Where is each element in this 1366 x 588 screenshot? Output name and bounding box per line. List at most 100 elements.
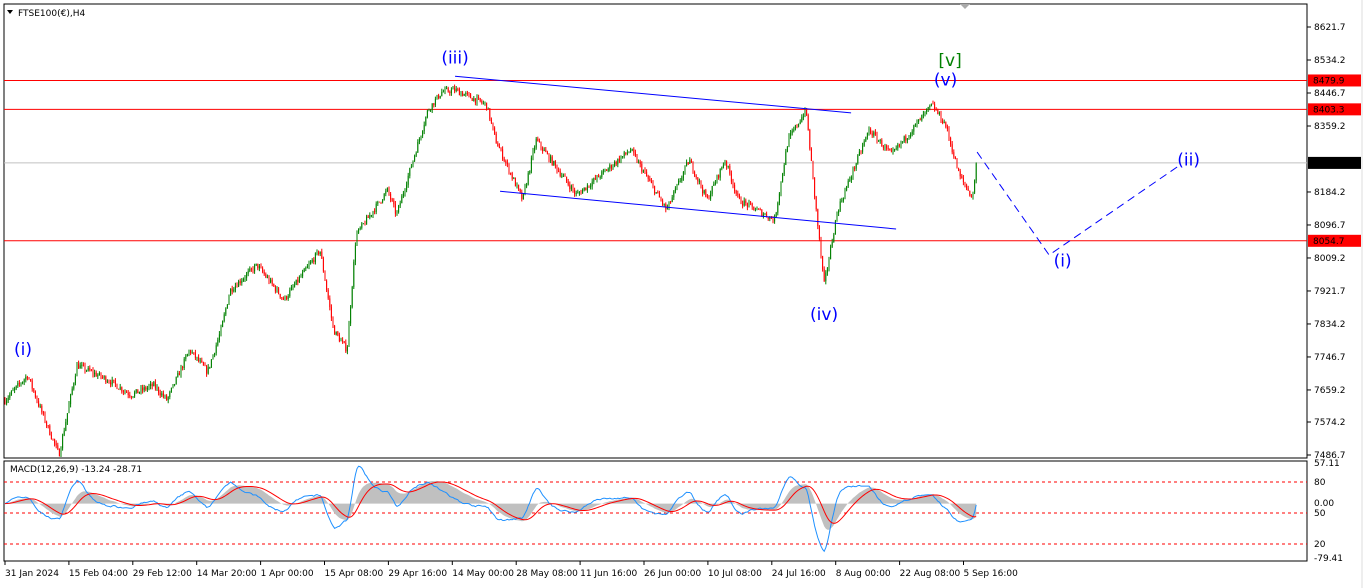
candle: [238, 281, 240, 287]
candle: [646, 171, 648, 177]
candle: [327, 289, 329, 299]
candle: [534, 147, 536, 151]
candle: [940, 112, 942, 121]
wave-label: (v): [934, 71, 957, 91]
candle: [570, 186, 572, 190]
candle: [444, 88, 446, 92]
candle: [950, 137, 952, 145]
candle: [98, 372, 100, 376]
candle: [748, 202, 750, 207]
candle: [505, 160, 507, 163]
candle: [466, 93, 468, 94]
dropdown-triangle-icon[interactable]: [7, 10, 13, 14]
candle: [777, 202, 779, 213]
candle: [697, 177, 699, 182]
candle: [281, 297, 283, 299]
candle: [490, 119, 492, 123]
candle: [177, 373, 179, 378]
x-tick-label: 1 Apr 00:00: [261, 569, 314, 579]
x-tick-label: 24 Jul 16:00: [772, 569, 826, 579]
y-tick-label: 8096.7: [1314, 221, 1346, 231]
chart-shift-marker-icon[interactable]: [960, 4, 970, 9]
candle: [692, 162, 694, 172]
candle: [430, 109, 432, 111]
current-price-label: 8261.3: [1313, 159, 1345, 169]
candle: [23, 379, 25, 382]
candle: [655, 192, 657, 194]
candle: [353, 261, 355, 287]
candle: [809, 130, 811, 149]
candle: [74, 376, 76, 384]
candle: [889, 148, 891, 151]
candle: [871, 133, 873, 136]
candle: [529, 170, 531, 174]
candle: [94, 372, 96, 375]
candle: [508, 164, 510, 173]
candle: [484, 102, 486, 104]
candle: [401, 196, 403, 204]
candle: [727, 166, 729, 167]
candle: [114, 380, 116, 385]
candle: [335, 331, 337, 335]
candle: [438, 95, 440, 99]
candle: [148, 385, 150, 388]
time-axis: 31 Jan 2024 15 Feb 04:00 29 Feb 12:00 14 Ma…: [4, 561, 1018, 579]
candle: [604, 170, 606, 171]
candle: [967, 188, 969, 191]
candle: [290, 287, 292, 291]
candle: [73, 383, 75, 389]
candle: [556, 165, 558, 171]
candle: [577, 192, 579, 194]
candle: [914, 124, 916, 126]
candle: [767, 217, 769, 220]
candle: [574, 189, 576, 194]
candle: [494, 127, 496, 134]
candle: [542, 147, 544, 151]
candle: [623, 152, 625, 157]
candle: [921, 115, 923, 121]
candle: [746, 202, 748, 207]
candle: [212, 355, 214, 360]
candle: [518, 184, 520, 189]
candle: [386, 187, 388, 192]
candle: [233, 289, 235, 292]
candle: [670, 201, 672, 203]
candle: [79, 365, 81, 369]
x-tick-label: 29 Apr 16:00: [388, 569, 447, 579]
candle: [521, 192, 523, 200]
candle: [572, 186, 574, 190]
candle: [764, 213, 766, 215]
y-tick-label: 8446.7: [1314, 89, 1346, 99]
candle: [260, 266, 262, 268]
candle: [185, 356, 187, 359]
candle: [742, 203, 744, 206]
x-tick-label: 11 Jun 16:00: [580, 569, 637, 579]
candle: [44, 413, 46, 422]
candle: [447, 88, 449, 92]
candle: [18, 383, 20, 384]
candle: [68, 404, 70, 414]
candle: [881, 140, 883, 147]
candle: [812, 161, 814, 178]
candle: [590, 186, 592, 188]
candle: [854, 168, 856, 170]
candle: [926, 109, 928, 112]
candle: [348, 323, 350, 347]
candle: [458, 89, 460, 96]
candle: [356, 232, 358, 246]
trendline: [500, 190, 897, 230]
candle: [122, 391, 124, 393]
candle: [825, 272, 827, 282]
y-tick-label: 8359.2: [1314, 122, 1346, 132]
candle: [902, 141, 904, 143]
candle: [324, 271, 326, 281]
candle: [322, 258, 324, 272]
candle: [244, 277, 246, 280]
candle: [558, 170, 560, 172]
candle: [225, 308, 227, 315]
macd-axis-label: -79.41: [1314, 554, 1343, 564]
candle: [92, 370, 94, 375]
candle: [441, 92, 443, 96]
candle: [129, 394, 131, 397]
